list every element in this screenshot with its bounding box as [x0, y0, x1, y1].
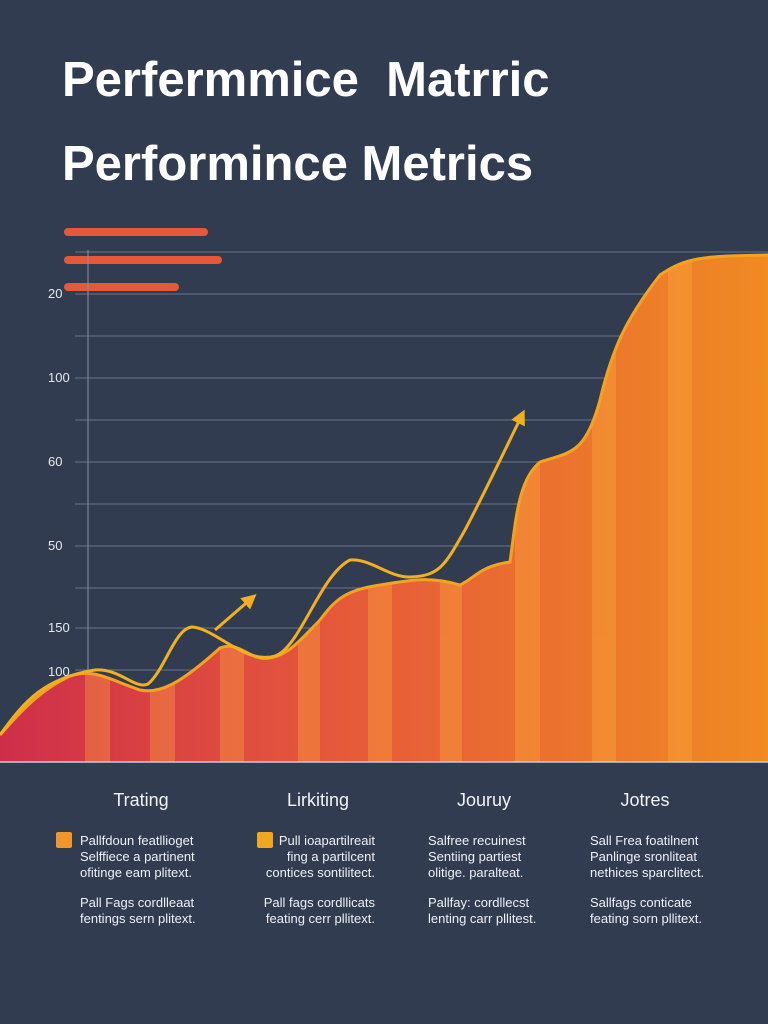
- trend-line: [0, 409, 525, 736]
- title-line: Perfermmice Matrric: [62, 53, 550, 107]
- column-text: Sallfags conticate: [590, 895, 692, 910]
- trend-arrow: [214, 594, 257, 632]
- column-heading: Lirkiting: [287, 790, 349, 810]
- column-text: Pall Fags cordlleaat: [80, 895, 195, 910]
- area-outline: [0, 253, 768, 736]
- column-text: Pull ioapartilreait: [279, 833, 375, 848]
- legend-square: [257, 832, 273, 848]
- column-text: lenting carr pllitest.: [428, 911, 536, 926]
- column-text: olitige. paralteat.: [428, 865, 523, 880]
- y-axis-label: 20: [48, 286, 62, 301]
- column-text: contices sontilitect.: [266, 865, 375, 880]
- column-text: Salfree recuinest: [428, 833, 526, 848]
- y-axis-label: 50: [48, 538, 62, 553]
- column-text: Sall Frea foatilnent: [590, 833, 699, 848]
- column-heading: Jotres: [620, 790, 669, 810]
- y-axis-label: 150: [48, 620, 70, 635]
- title-line: Performince Metrics: [62, 137, 533, 191]
- column-text: Panlinge sronliteat: [590, 849, 697, 864]
- legend-square: [56, 832, 72, 848]
- y-axis-label: 100: [48, 664, 70, 679]
- accent-bars: [64, 228, 222, 291]
- column-text: ofitinge eam plitext.: [80, 865, 192, 880]
- y-axis-label: 60: [48, 454, 62, 469]
- column-text: Pallfay: cordllecst: [428, 895, 530, 910]
- column-text: nethices sparclitect.: [590, 865, 704, 880]
- column-text: Sentiing partiest: [428, 849, 522, 864]
- column-text: fing a partilcent: [287, 849, 376, 864]
- column-text: Selffiece a partinent: [80, 849, 195, 864]
- stripe: [668, 255, 692, 762]
- title-group: Perfermmice Matrric Performince Metrics: [62, 53, 550, 191]
- column-text: Pall fags cordllicats: [264, 895, 376, 910]
- column-text: feating cerr pllitext.: [266, 911, 375, 926]
- column-text: fentings sern plitext.: [80, 911, 196, 926]
- column-text: feating sorn pllitext.: [590, 911, 702, 926]
- column-heading: Jouruy: [457, 790, 511, 810]
- column-text: Pallfdoun featllioget: [80, 833, 194, 848]
- y-axis-label: 100: [48, 370, 70, 385]
- column-heading: Trating: [113, 790, 168, 810]
